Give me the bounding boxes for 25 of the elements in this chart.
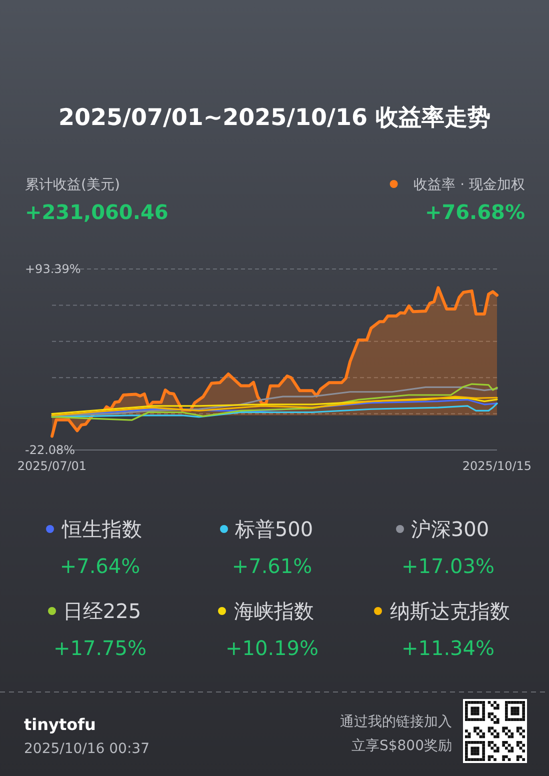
y-tick-label: -22.08% — [25, 443, 76, 457]
text: 2025/10/16 00:37 — [24, 741, 150, 757]
chart-title: 2025/07/01~2025/10/16 收益率走势 — [58, 104, 490, 131]
legend-label: 海峡指数 — [234, 599, 314, 623]
x-tick-label: 2025/07/01 — [17, 459, 87, 473]
text: +17.03% — [401, 554, 495, 578]
legend-label: 沪深300 — [410, 517, 490, 541]
text: tinytofu — [24, 715, 96, 734]
legend-label: 恒生指数 — [61, 517, 142, 541]
text: +76.68% — [424, 200, 525, 224]
y-tick-label: +93.39% — [25, 262, 81, 276]
legend-label: 纳斯达克指数 — [390, 599, 510, 623]
text: +7.64% — [60, 554, 140, 578]
legend-label: 标普500 — [234, 517, 314, 541]
text: +7.61% — [232, 554, 312, 578]
x-tick-label: 2025/10/15 — [462, 459, 532, 473]
text: 立享S$800奖励 — [351, 738, 452, 754]
text: +10.19% — [225, 636, 319, 660]
legend-label: 收益率 · 现金加权 — [414, 177, 525, 193]
legend-label: 日经225 — [62, 599, 142, 623]
text: +17.75% — [53, 636, 147, 660]
text: +11.34% — [401, 636, 495, 660]
text: 通过我的链接加入 — [340, 714, 452, 730]
text: +231,060.46 — [25, 200, 168, 224]
text: 累计收益(美元) — [25, 177, 120, 193]
